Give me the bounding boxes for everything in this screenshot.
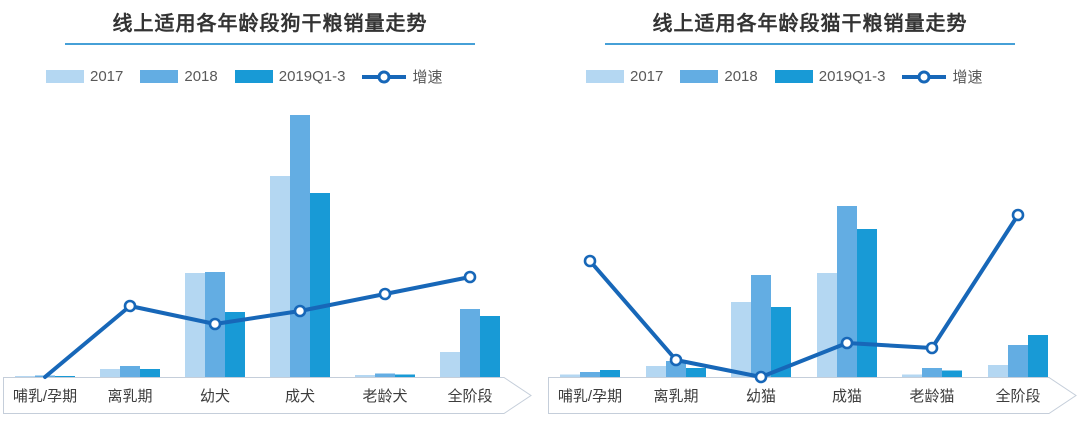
legend-item-2018: 2018 <box>140 68 218 85</box>
bar-2017-老龄猫 <box>902 374 922 377</box>
growth-line-legend-icon <box>362 70 407 84</box>
bar-2017-哺乳/孕期 <box>560 374 580 377</box>
growth-line-legend-icon <box>902 70 947 84</box>
bar-2017-幼犬 <box>185 273 205 377</box>
bar-2017-全阶段 <box>988 365 1008 377</box>
bar-2018-成犬 <box>290 115 310 377</box>
legend-swatch-2019q1-3 <box>234 70 273 83</box>
bar-2018-哺乳/孕期 <box>580 372 600 377</box>
axis-label-哺乳/孕期: 哺乳/孕期 <box>558 388 622 405</box>
growth-point-幼猫 <box>754 370 768 384</box>
bar-2017-老龄犬 <box>355 375 375 377</box>
growth-point-老龄犬 <box>378 287 392 301</box>
legend-item-2017: 2017 <box>586 68 663 85</box>
legend-swatch-2019q1-3 <box>774 70 813 83</box>
growth-point-成犬 <box>293 304 307 318</box>
bar-2018-全阶段 <box>460 309 480 377</box>
bar-2019Q1-3-幼猫 <box>771 307 791 377</box>
bar-2017-离乳期 <box>646 366 666 377</box>
bar-2018-全阶段 <box>1008 345 1028 377</box>
growth-point-全阶段 <box>1011 208 1025 222</box>
growth-rate-line <box>43 275 472 379</box>
growth-point-成猫 <box>840 336 854 350</box>
bar-2018-老龄猫 <box>922 368 942 377</box>
bar-2019Q1-3-幼犬 <box>225 312 245 377</box>
chart-title-cat: 线上适用各年龄段猫干粮销量走势 <box>652 13 968 35</box>
bar-2018-成猫 <box>837 206 857 377</box>
legend-label-2017: 2017 <box>630 68 664 85</box>
legend-item-2017: 2017 <box>46 68 123 85</box>
bar-2017-成猫 <box>817 273 837 377</box>
growth-point-离乳期 <box>123 299 137 313</box>
title-underline <box>605 43 1015 45</box>
bar-2017-离乳期 <box>100 369 120 377</box>
legend-label-growth: 增速 <box>952 69 983 86</box>
chart-dog: 线上适用各年龄段狗干粮销量走势 2017 2018 2019Q1-3 增速 哺乳… <box>3 13 532 414</box>
legend-item-growth: 增速 <box>362 66 442 87</box>
legend-label-2019q1-3: 2019Q1-3 <box>818 68 886 85</box>
legend-label-2019q1-3: 2019Q1-3 <box>278 68 346 85</box>
bar-2019Q1-3-成猫 <box>857 229 877 377</box>
chart-cat: 线上适用各年龄段猫干粮销量走势 2017 2018 2019Q1-3 增速 哺乳… <box>540 0 1080 430</box>
category-axis-band <box>548 377 1077 414</box>
axis-label-老龄犬: 老龄犬 <box>362 388 407 405</box>
bar-2017-哺乳/孕期 <box>15 376 35 377</box>
axis-label-老龄猫: 老龄猫 <box>909 388 954 405</box>
growth-point-幼犬 <box>208 317 222 331</box>
legend-label-2018: 2018 <box>724 68 758 85</box>
legend-label-2018: 2018 <box>184 68 218 85</box>
axis-label-成猫: 成猫 <box>832 388 862 405</box>
axis-label-离乳期: 离乳期 <box>107 388 152 405</box>
bar-2019Q1-3-哺乳/孕期 <box>600 370 620 377</box>
axis-label-成犬: 成犬 <box>285 388 315 405</box>
growth-point-全阶段 <box>463 270 477 284</box>
legend-item-2018: 2018 <box>680 68 758 85</box>
growth-point-离乳期 <box>669 353 683 367</box>
growth-rate-line <box>588 213 1020 379</box>
axis-label-全阶段: 全阶段 <box>995 387 1040 405</box>
bar-2019Q1-3-全阶段 <box>480 316 500 377</box>
legend-item-growth: 增速 <box>902 66 982 87</box>
bar-2019Q1-3-全阶段 <box>1028 335 1048 377</box>
legend-item-2019q1-3: 2019Q1-3 <box>774 68 886 85</box>
growth-point-老龄猫 <box>925 341 939 355</box>
axis-label-全阶段: 全阶段 <box>447 387 492 405</box>
axis-label-离乳期: 离乳期 <box>653 388 698 405</box>
chart-legend-dog: 2017 2018 2019Q1-3 增速 <box>46 66 442 87</box>
growth-point-哺乳/孕期 <box>583 254 597 268</box>
bar-2018-离乳期 <box>666 361 686 377</box>
chart-legend-cat: 2017 2018 2019Q1-3 增速 <box>586 66 982 87</box>
bar-2019Q1-3-离乳期 <box>140 369 160 377</box>
legend-label-2017: 2017 <box>90 68 124 85</box>
bar-2019Q1-3-哺乳/孕期 <box>55 376 75 377</box>
bar-2019Q1-3-老龄猫 <box>942 370 962 377</box>
bar-2018-幼猫 <box>751 275 771 377</box>
dog-chart-plot-area: 哺乳/孕期 离乳期 幼犬 成犬 老龄犬 全阶段 <box>3 115 532 414</box>
bar-2018-离乳期 <box>120 366 140 377</box>
bar-2018-老龄犬 <box>375 373 395 377</box>
bar-2017-成犬 <box>270 176 290 377</box>
bar-2019Q1-3-成犬 <box>310 193 330 377</box>
legend-label-growth: 增速 <box>412 69 443 86</box>
axis-label-幼犬: 幼犬 <box>200 388 230 405</box>
bar-2019Q1-3-离乳期 <box>686 368 706 377</box>
legend-item-2019q1-3: 2019Q1-3 <box>234 68 346 85</box>
bar-2017-全阶段 <box>440 352 460 377</box>
legend-swatch-2017 <box>586 70 624 83</box>
chart-title-dog: 线上适用各年龄段狗干粮销量走势 <box>112 13 428 35</box>
axis-label-哺乳/孕期: 哺乳/孕期 <box>13 388 77 405</box>
axis-label-幼猫: 幼猫 <box>746 388 776 405</box>
legend-swatch-2018 <box>680 70 719 83</box>
category-axis-band <box>3 377 532 414</box>
legend-swatch-2018 <box>140 70 179 83</box>
title-underline <box>65 43 475 45</box>
cat-chart-plot-area: 哺乳/孕期 离乳期 幼猫 成猫 老龄猫 全阶段 <box>548 206 1077 414</box>
legend-swatch-2017 <box>46 70 84 83</box>
bar-2017-幼猫 <box>731 302 751 377</box>
bar-2019Q1-3-老龄犬 <box>395 374 415 377</box>
